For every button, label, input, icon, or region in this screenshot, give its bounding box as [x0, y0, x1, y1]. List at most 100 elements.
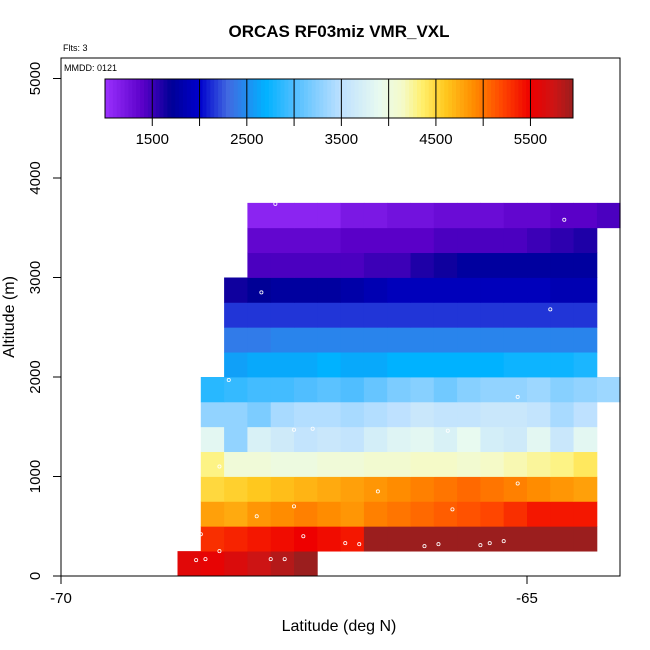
heatmap-cell: [340, 426, 365, 453]
heatmap-cell: [294, 377, 318, 403]
heatmap-cell: [410, 227, 435, 254]
heatmap-cell: [363, 401, 388, 428]
heatmap-cell: [340, 277, 365, 303]
colorbar-segment: [264, 79, 270, 118]
y-tick-label: 1000: [27, 460, 44, 493]
colorbar-segment: [475, 79, 480, 118]
heatmap-cell: [573, 227, 598, 254]
heatmap-cell: [200, 476, 225, 502]
heatmap-cell: [200, 451, 225, 477]
colorbar-segment: [144, 79, 149, 118]
heatmap-cell: [317, 352, 341, 378]
y-tick-label: 2000: [27, 360, 44, 393]
heatmap-cell: [363, 501, 388, 527]
flight-point: [194, 558, 199, 563]
flight-point: [310, 426, 315, 431]
heatmap-cell: [410, 476, 435, 502]
colorbar: 1500 2500 3500 4500 5500: [104, 78, 574, 148]
heatmap-cell: [270, 277, 295, 303]
heatmap-cell: [480, 352, 505, 378]
heatmap-cell: [410, 401, 435, 428]
colorbar-segment: [253, 79, 258, 118]
heatmap-cell: [363, 476, 388, 502]
colorbar-segment: [171, 79, 176, 118]
heatmap-cell: [294, 551, 318, 577]
flight-point: [226, 377, 231, 382]
colorbar-segment: [155, 79, 160, 118]
flight-point: [198, 532, 203, 537]
heatmap-cell: [387, 227, 411, 254]
heatmap-cell: [573, 202, 598, 229]
heatmap-cell: [457, 327, 481, 353]
colorbar-segment: [245, 79, 250, 118]
heatmap-cell: [387, 352, 411, 378]
heatmap-cell: [550, 302, 574, 328]
colorbar-segment: [440, 79, 445, 118]
colorbar-segment: [487, 79, 492, 118]
colorbar-segment: [502, 79, 508, 118]
flight-point: [548, 307, 553, 312]
heatmap-cell: [550, 277, 574, 303]
colorbar-segment: [534, 79, 539, 118]
heatmap-cell: [573, 426, 598, 453]
colorbar-segment: [401, 79, 406, 118]
flight-point: [436, 542, 441, 547]
heatmap-cell: [317, 426, 341, 453]
colorbar-segment: [459, 79, 465, 118]
heatmap-cell: [317, 501, 341, 527]
heatmap-cell: [527, 277, 551, 303]
colorbar-segment: [327, 79, 332, 118]
colorbar-segment: [397, 79, 402, 118]
flight-point: [268, 557, 273, 562]
flight-point: [291, 504, 296, 509]
colorbar-segment: [424, 79, 430, 118]
heatmap-cell: [527, 227, 551, 254]
heatmap-cell: [340, 401, 365, 428]
heatmap-cell: [480, 526, 505, 552]
colorbar-segment: [307, 79, 313, 118]
colorbar-segment: [389, 79, 394, 118]
flight-point: [515, 481, 520, 486]
heatmap-cell: [433, 352, 458, 378]
flight-point: [254, 514, 259, 519]
colorbar-segment: [436, 79, 441, 118]
colorbar-segment: [385, 79, 391, 118]
colorbar-segment: [237, 79, 242, 118]
heatmap-cell: [200, 551, 225, 577]
heatmap-cell: [503, 277, 528, 303]
heatmap-cell: [573, 252, 598, 278]
colorbar-segment: [335, 79, 340, 118]
colorbar-frame: [104, 78, 574, 119]
colorbar-segment: [186, 79, 192, 118]
colorbar-segment: [541, 79, 547, 118]
colorbar-segment: [214, 79, 219, 118]
heatmap-cell: [247, 302, 272, 328]
heatmap-cell: [363, 252, 388, 278]
heatmap-cell: [387, 327, 411, 353]
colorbar-segment: [268, 79, 274, 118]
heatmap-cell: [433, 227, 458, 254]
colorbar-segment: [194, 79, 199, 118]
flight-point: [301, 534, 306, 539]
heatmap-cell: [550, 426, 574, 453]
flight-point: [357, 542, 362, 547]
heatmap-cell: [457, 227, 481, 254]
colorbar-segment: [198, 79, 203, 118]
heatmap-cell: [503, 476, 528, 502]
heatmap-cell: [247, 352, 272, 378]
heatmap-cell: [480, 476, 505, 502]
heatmap-cell: [270, 327, 295, 353]
colorbar-segment: [120, 79, 125, 118]
heatmap-cell: [573, 277, 598, 303]
heatmap-cell: [527, 202, 551, 229]
flight-points: [194, 201, 567, 563]
flight-point: [282, 557, 287, 562]
heatmap-cell: [503, 352, 528, 378]
colorbar-segment: [179, 79, 184, 118]
colorbar-segment: [495, 79, 500, 118]
heatmap-cell: [247, 501, 272, 527]
flight-point: [487, 541, 492, 546]
colorbar-segment: [557, 79, 562, 118]
colorbar-segment: [565, 79, 570, 118]
colorbar-segment: [553, 79, 558, 118]
